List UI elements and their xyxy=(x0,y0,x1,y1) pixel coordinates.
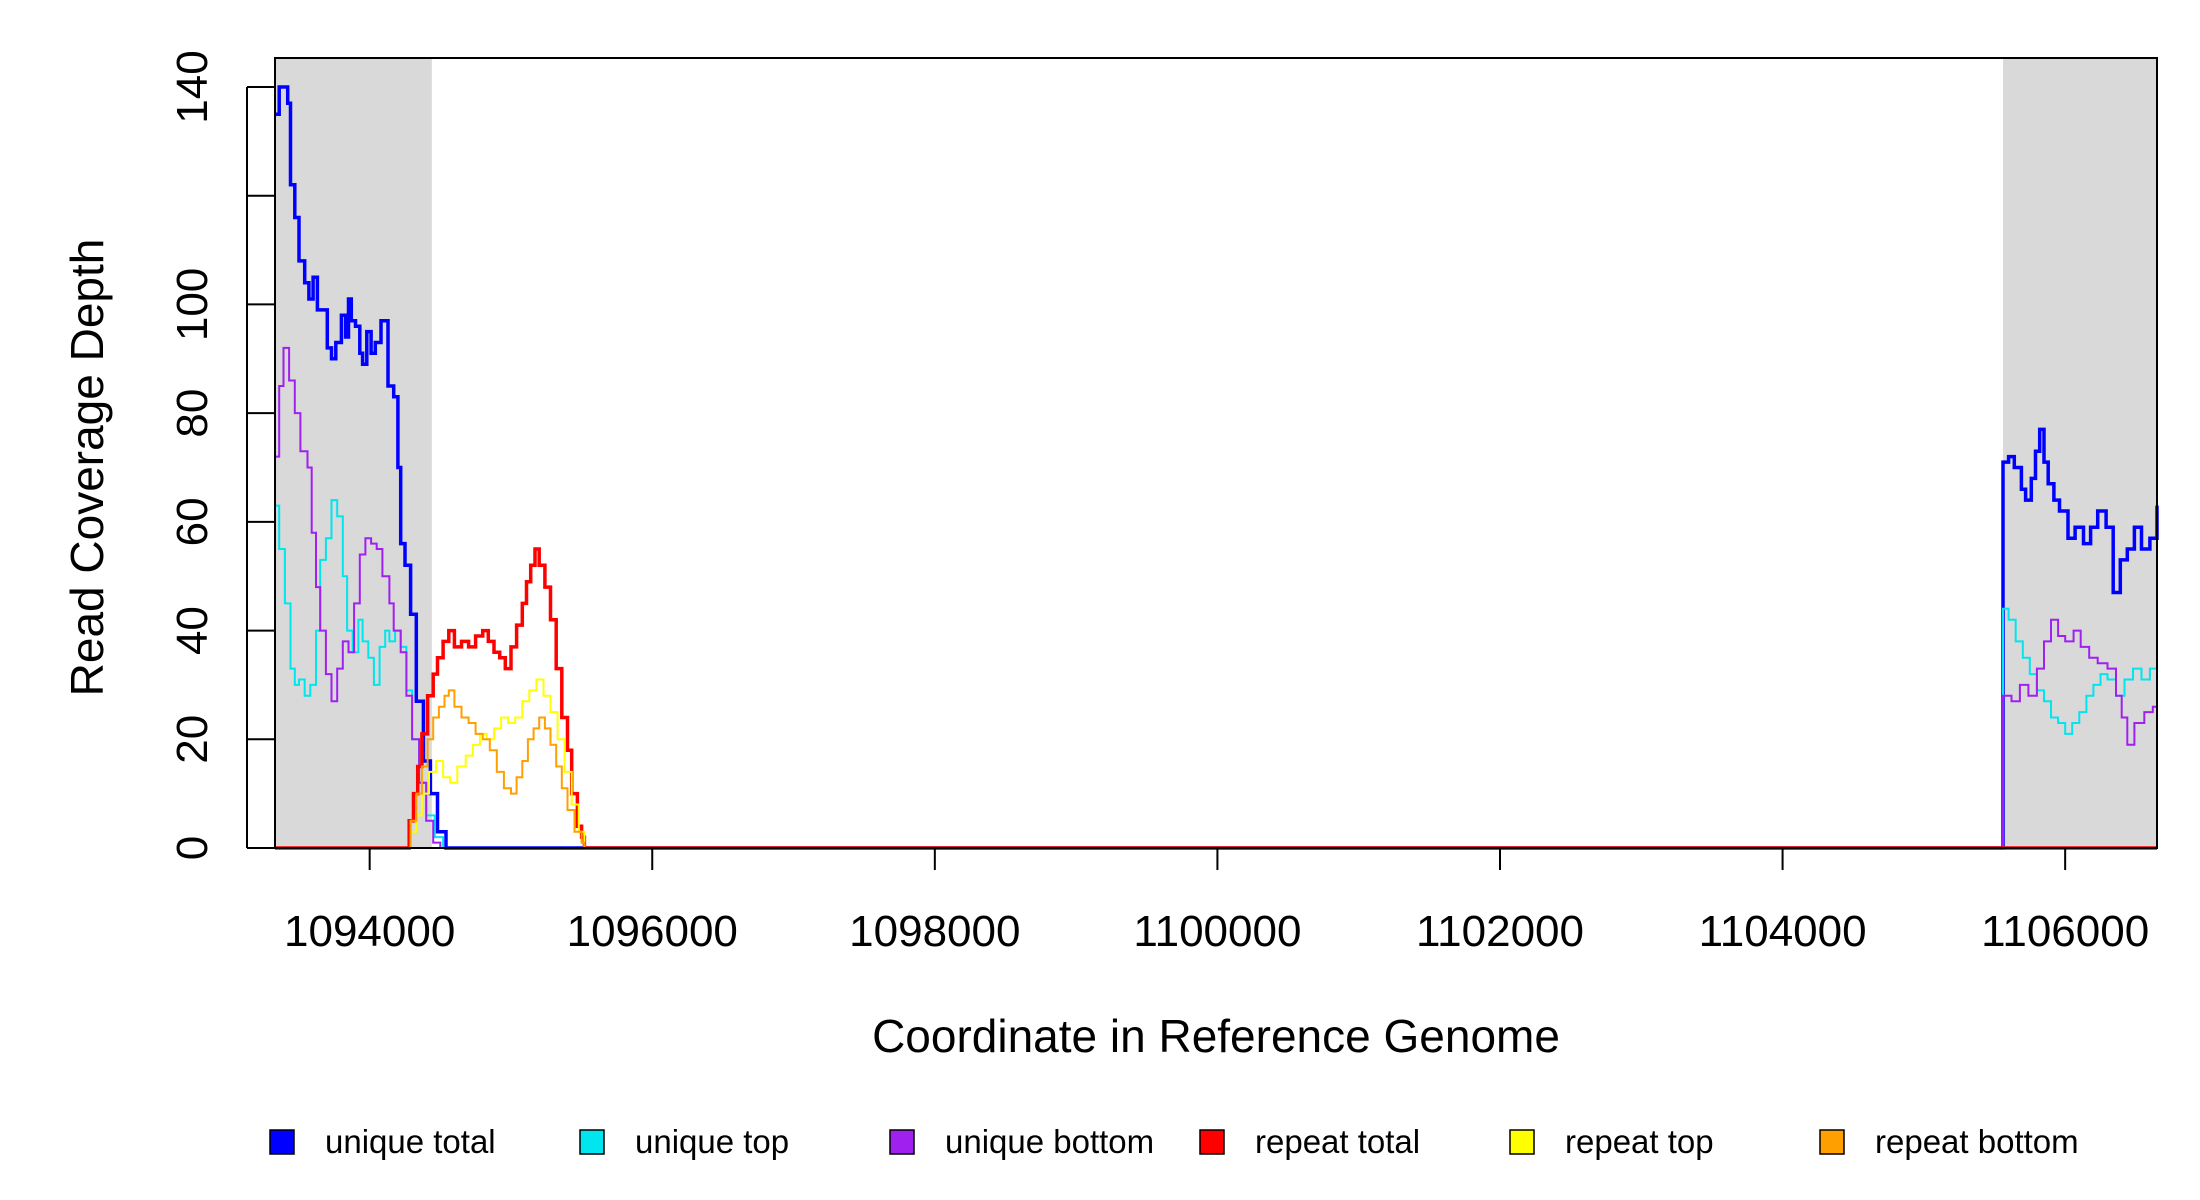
y-tick-label: 60 xyxy=(168,497,217,546)
legend-label: unique top xyxy=(635,1123,789,1160)
legend-swatch-repeat-total xyxy=(1199,1129,1225,1155)
legend-swatch-unique-total xyxy=(269,1129,295,1155)
x-tick-label: 1096000 xyxy=(567,907,738,956)
legend-label: unique bottom xyxy=(945,1123,1154,1160)
x-tick-label: 1094000 xyxy=(284,907,455,956)
legend-swatch-repeat-bottom xyxy=(1819,1129,1845,1155)
x-tick-label: 1098000 xyxy=(849,907,1020,956)
series-lines xyxy=(275,85,2159,850)
x-tick-label: 1106000 xyxy=(1981,907,2149,956)
shaded-region xyxy=(275,58,432,848)
series-line-unique-bottom xyxy=(275,346,2157,849)
series-line-repeat-total xyxy=(275,547,2157,850)
x-axis-title: Coordinate in Reference Genome xyxy=(872,1010,1560,1062)
y-axis: 0 20 40 60 80 100 140 xyxy=(168,50,275,860)
x-tick-label: 1104000 xyxy=(1699,907,1867,956)
legend: unique total unique top unique bottom repea… xyxy=(269,1123,2079,1160)
series-line-repeat-bottom xyxy=(275,689,2157,849)
legend-label: repeat top xyxy=(1565,1123,1714,1160)
y-tick-label: 0 xyxy=(168,836,217,860)
plot-frame xyxy=(274,57,2158,849)
legend-swatch-unique-top xyxy=(579,1129,605,1155)
series-line-repeat-top xyxy=(275,678,2157,849)
y-tick-label: 80 xyxy=(168,389,217,438)
y-tick-label: 100 xyxy=(168,268,217,341)
y-tick-label: 140 xyxy=(168,50,217,123)
legend-label: unique total xyxy=(325,1123,496,1160)
y-axis-title: Read Coverage Depth xyxy=(61,239,113,697)
x-tick-label: 1102000 xyxy=(1416,907,1584,956)
legend-swatch-unique-bottom xyxy=(889,1129,915,1155)
x-tick-label: 1100000 xyxy=(1133,907,1301,956)
legend-swatch-repeat-top xyxy=(1509,1129,1535,1155)
x-axis: 1094000 1096000 1098000 1100000 1102000 11040… xyxy=(284,848,2149,956)
y-tick-label: 20 xyxy=(168,715,217,764)
series-line-unique-total xyxy=(275,85,2159,850)
legend-label: repeat total xyxy=(1255,1123,1420,1160)
y-tick-label: 40 xyxy=(168,606,217,655)
legend-label: repeat bottom xyxy=(1875,1123,2079,1160)
shaded-regions xyxy=(275,58,2157,848)
